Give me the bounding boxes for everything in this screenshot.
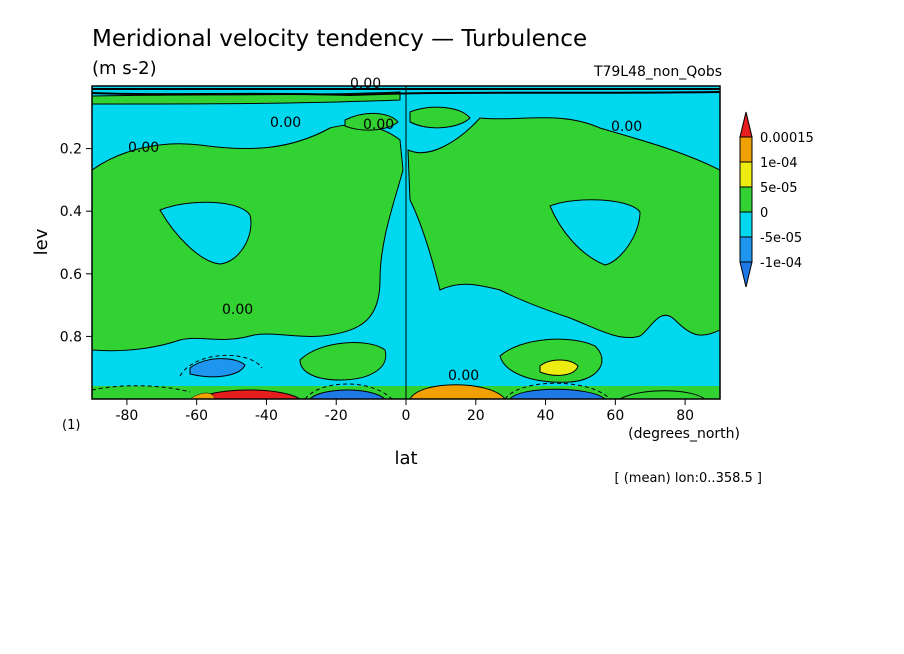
contour-label: 0.00 (350, 76, 381, 92)
band-neg-hole-sh (159, 201, 252, 265)
colorbar-label: 0 (760, 206, 768, 221)
y-tick-label: 0.6 (60, 267, 82, 283)
x-tick-label: 0 (402, 408, 411, 424)
x-axis: -80 -60 -40 -20 0 20 40 60 80 (115, 399, 694, 424)
colorbar-swatch (739, 136, 753, 163)
colorbar-label: -1e-04 (760, 256, 802, 271)
y-axis-label: lev (31, 228, 52, 255)
x-tick-label: 80 (676, 408, 694, 424)
x-tick-label: 40 (537, 408, 555, 424)
colorbar-label: 5e-05 (760, 181, 798, 196)
units-label: (m s-2) (92, 58, 157, 79)
colorbar-swatch (739, 236, 753, 263)
colorbar-label: 0.00015 (760, 131, 814, 146)
page-number: (1) (62, 418, 80, 433)
chart-title: Meridional velocity tendency — Turbulenc… (92, 26, 587, 52)
band-surface-blue-nh (509, 388, 606, 399)
y-tick-label: 0.8 (60, 329, 82, 345)
contour-label: 0.00 (611, 119, 642, 135)
contour-labels: 0.00 0.00 0.00 0.00 0.00 0.00 0.00 (128, 76, 642, 384)
y-tick-label: 0.4 (60, 204, 82, 220)
band-pos-top-nh (409, 106, 471, 129)
colorbar-label: -5e-05 (760, 231, 802, 246)
contour-label: 0.00 (448, 368, 479, 384)
colorbar: 0.00015 1e-04 5e-05 0 -5e-05 -1e-04 (739, 111, 814, 288)
footnote: [ (mean) lon:0..358.5 ] (615, 471, 763, 486)
contour-field (92, 86, 720, 399)
y-tick-label: 0.2 (60, 142, 82, 158)
contour-label: 0.00 (363, 117, 394, 133)
y-axis: 0.2 0.4 0.6 0.8 (60, 142, 92, 345)
negative-contours (92, 354, 611, 399)
x-tick-label: -40 (255, 408, 278, 424)
band-pos-top-mid (344, 113, 399, 131)
colorbar-swatch (739, 211, 753, 238)
colorbar-label: 1e-04 (760, 156, 798, 171)
colorbar-swatch (739, 111, 753, 138)
colorbar-swatch (739, 186, 753, 213)
x-tick-label: 20 (467, 408, 485, 424)
x-axis-units: (degrees_north) (628, 426, 740, 442)
colorbar-swatch (739, 261, 753, 288)
band-pos-yellow (539, 359, 579, 376)
x-axis-label: lat (394, 448, 417, 469)
colorbar-swatch (739, 161, 753, 188)
band-neg-mid-sh (189, 358, 246, 378)
band-surface-orange-nh (409, 384, 506, 399)
contour-label: 0.00 (270, 115, 301, 131)
band-top-noise (92, 88, 720, 97)
run-label: T79L48_non_Qobs (593, 64, 722, 80)
x-tick-label: 60 (606, 408, 624, 424)
x-tick-label: -20 (325, 408, 348, 424)
contour-label: 0.00 (222, 302, 253, 318)
band-pos-low-sh (299, 342, 387, 381)
contour-label: 0.00 (128, 140, 159, 156)
x-tick-label: -80 (115, 408, 138, 424)
x-tick-label: -60 (185, 408, 208, 424)
band-neg-hole-nh (549, 199, 641, 266)
